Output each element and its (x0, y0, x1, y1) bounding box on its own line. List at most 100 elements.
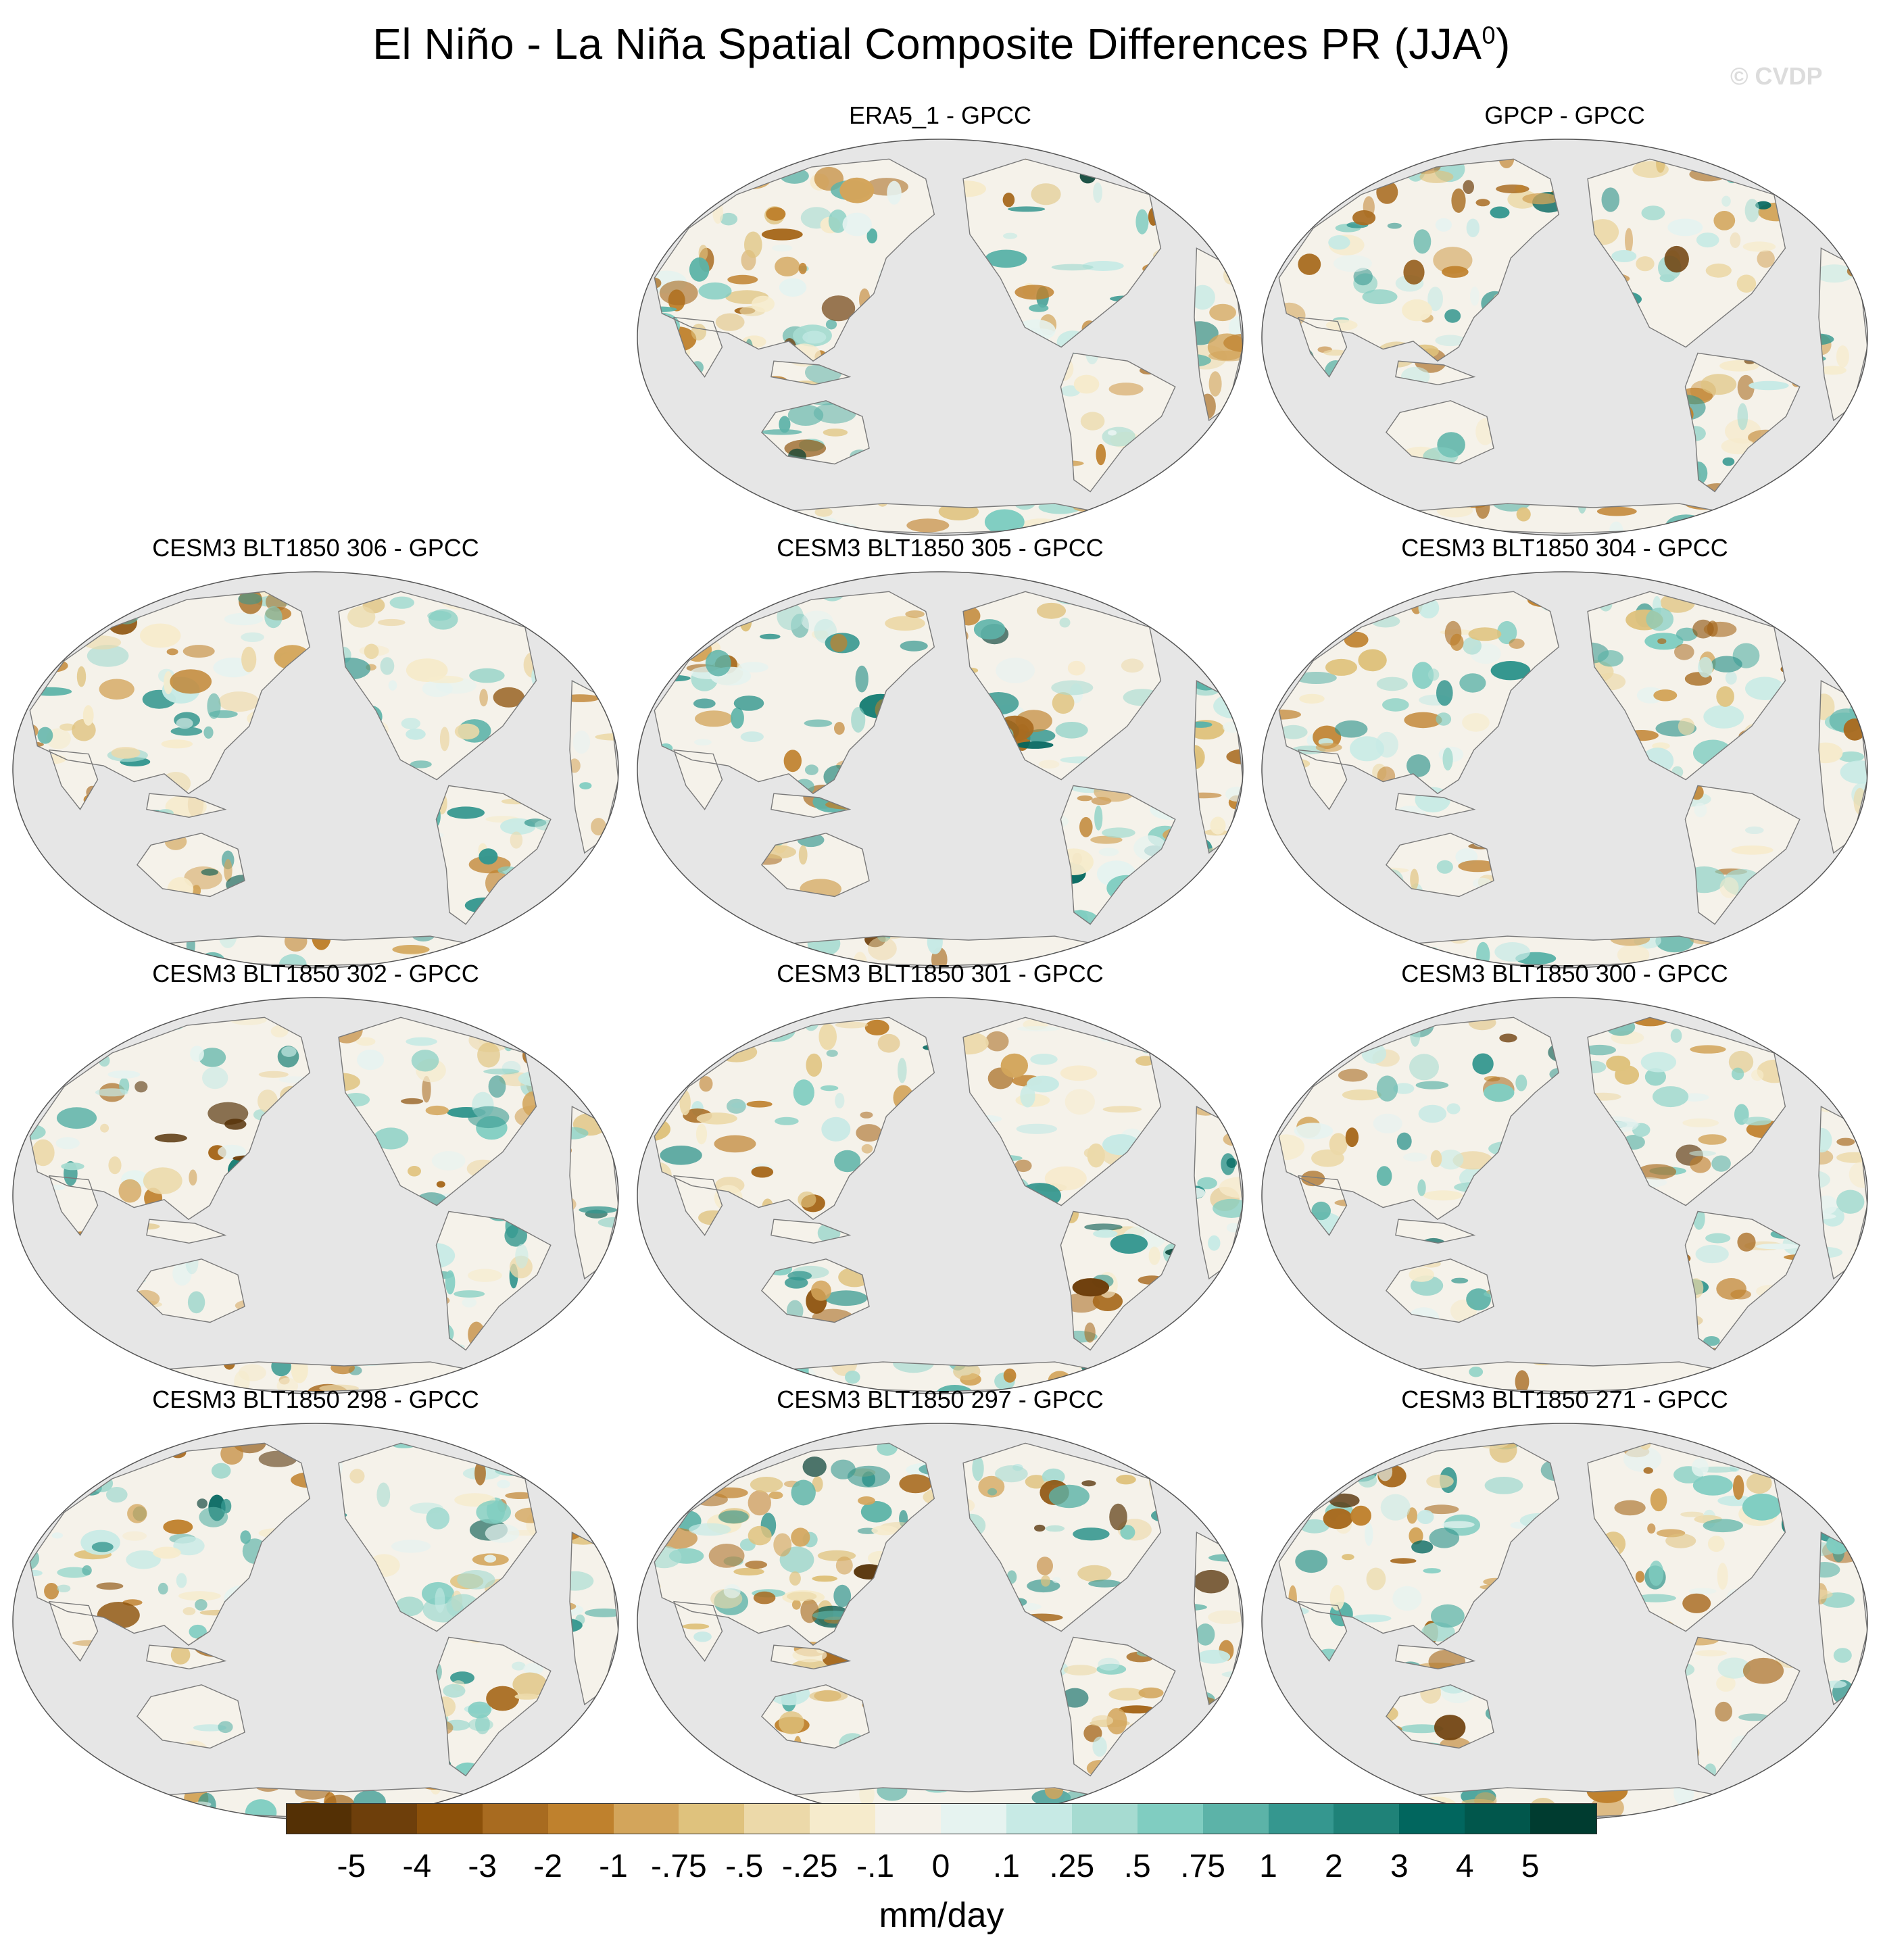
ocean-background (637, 998, 1243, 1394)
coastline (1060, 352, 1176, 493)
coastline (654, 1442, 935, 1646)
coastline (1385, 400, 1494, 465)
coastline (1298, 1175, 1348, 1236)
world-map (637, 997, 1244, 1394)
coastline (338, 591, 537, 781)
map-panel: CESM3 BLT1850 298 - GPCC (5, 1386, 627, 1832)
map-panel: CESM3 BLT1850 304 - GPCC (1254, 534, 1876, 980)
map-border (1261, 571, 1868, 969)
world-map (12, 997, 619, 1394)
colorbar-swatch (1137, 1803, 1204, 1834)
panel-title: CESM3 BLT1850 298 - GPCC (152, 1386, 479, 1413)
ocean-background (637, 1423, 1243, 1819)
coastline (654, 1016, 935, 1221)
coastline (1060, 1210, 1176, 1351)
colorbar-swatch (1530, 1803, 1596, 1834)
coastline (1587, 158, 1786, 348)
world-map (1261, 571, 1868, 969)
map-panel: ERA5_1 - GPCC (629, 101, 1251, 547)
map-panel: CESM3 BLT1850 297 - GPCC (629, 1386, 1251, 1832)
colorbar-swatch (286, 1803, 352, 1834)
colorbar-swatch (1465, 1803, 1531, 1834)
coastline (1278, 591, 1560, 795)
panel-title: CESM3 BLT1850 304 - GPCC (1401, 534, 1728, 562)
colorbar-swatch (1399, 1803, 1465, 1834)
colorbar-tick-label: 0 (931, 1848, 950, 1884)
colorbar-swatch (482, 1803, 549, 1834)
colorbar-tick-label: -5 (337, 1848, 366, 1884)
world-map (12, 1423, 619, 1820)
colorbar-swatch (744, 1803, 810, 1834)
world-map (637, 139, 1244, 536)
world-map (1261, 139, 1868, 536)
colorbar-tick-label: .25 (1049, 1848, 1095, 1884)
coastline (338, 1442, 537, 1632)
colorbar-swatch (1268, 1803, 1334, 1834)
world-map (637, 571, 1244, 969)
coastline (771, 360, 852, 386)
map-border (12, 571, 619, 969)
coastline (136, 833, 245, 898)
coastline (1395, 793, 1476, 818)
colorbar-swatch (351, 1803, 418, 1834)
colorbar-tick-label: 1 (1259, 1848, 1277, 1884)
colorbar-tick-label: -.75 (651, 1848, 707, 1884)
coastline (1278, 1442, 1560, 1646)
colorbar-swatch (875, 1803, 942, 1834)
coastline (673, 1600, 723, 1662)
coastline (435, 1636, 552, 1777)
coastline (760, 1258, 870, 1323)
ocean-background (13, 572, 618, 968)
coastline (654, 158, 935, 362)
coastline (673, 316, 723, 378)
panel-title: CESM3 BLT1850 306 - GPCC (152, 534, 479, 562)
coastline (1385, 833, 1494, 898)
coastline (760, 400, 870, 465)
ocean-background (13, 998, 618, 1394)
figure-title: El Niño - La Niña Spatial Composite Diff… (372, 20, 1511, 68)
coastline (760, 833, 870, 898)
coastline (1298, 316, 1348, 378)
coastline (673, 1175, 723, 1236)
world-map (12, 571, 619, 969)
world-map (1261, 997, 1868, 1394)
world-map (1261, 1423, 1868, 1820)
world-map (637, 1423, 1244, 1820)
colorbar-tick-label: -4 (402, 1848, 432, 1884)
panel-title: CESM3 BLT1850 297 - GPCC (777, 1386, 1104, 1413)
colorbar-tick-label: -3 (468, 1848, 497, 1884)
panel-title: CESM3 BLT1850 302 - GPCC (152, 960, 479, 987)
coastline (1395, 360, 1476, 386)
coastline (962, 1442, 1162, 1632)
coastline (1278, 158, 1560, 362)
colorbar-tick-label: -.1 (856, 1848, 895, 1884)
colorbar-tick-label: -2 (533, 1848, 562, 1884)
map-border (637, 139, 1244, 536)
map-panel: GPCP - GPCC (1254, 101, 1876, 547)
colorbar-swatch (1006, 1803, 1073, 1834)
ocean-background (1262, 1423, 1867, 1819)
coastline (1587, 591, 1786, 781)
panel-title: CESM3 BLT1850 301 - GPCC (777, 960, 1104, 987)
coastline (1587, 1442, 1786, 1632)
coastline (1684, 1210, 1801, 1351)
colorbar-tick-label: .1 (992, 1848, 1020, 1884)
colorbar-swatch (1071, 1803, 1138, 1834)
map-panel: CESM3 BLT1850 305 - GPCC (629, 534, 1251, 980)
coastline (29, 591, 311, 795)
colorbar-tick-label: -.25 (781, 1848, 838, 1884)
colorbar-tick-label: -.5 (725, 1848, 764, 1884)
coastline (1060, 785, 1176, 925)
coastline (49, 1600, 99, 1662)
panel-title: ERA5_1 - GPCC (848, 101, 1032, 129)
map-panel: CESM3 BLT1850 271 - GPCC (1254, 1386, 1876, 1832)
colorbar-tick-label: 2 (1325, 1848, 1343, 1884)
coastline (1385, 1258, 1494, 1323)
map-panel: CESM3 BLT1850 302 - GPCC (5, 960, 627, 1406)
map-panel: CESM3 BLT1850 306 - GPCC (5, 534, 627, 980)
coastline (673, 749, 723, 810)
ocean-background (637, 139, 1243, 535)
watermark: © CVDP (1730, 62, 1823, 90)
coastline (654, 591, 935, 795)
map-border (637, 571, 1244, 969)
